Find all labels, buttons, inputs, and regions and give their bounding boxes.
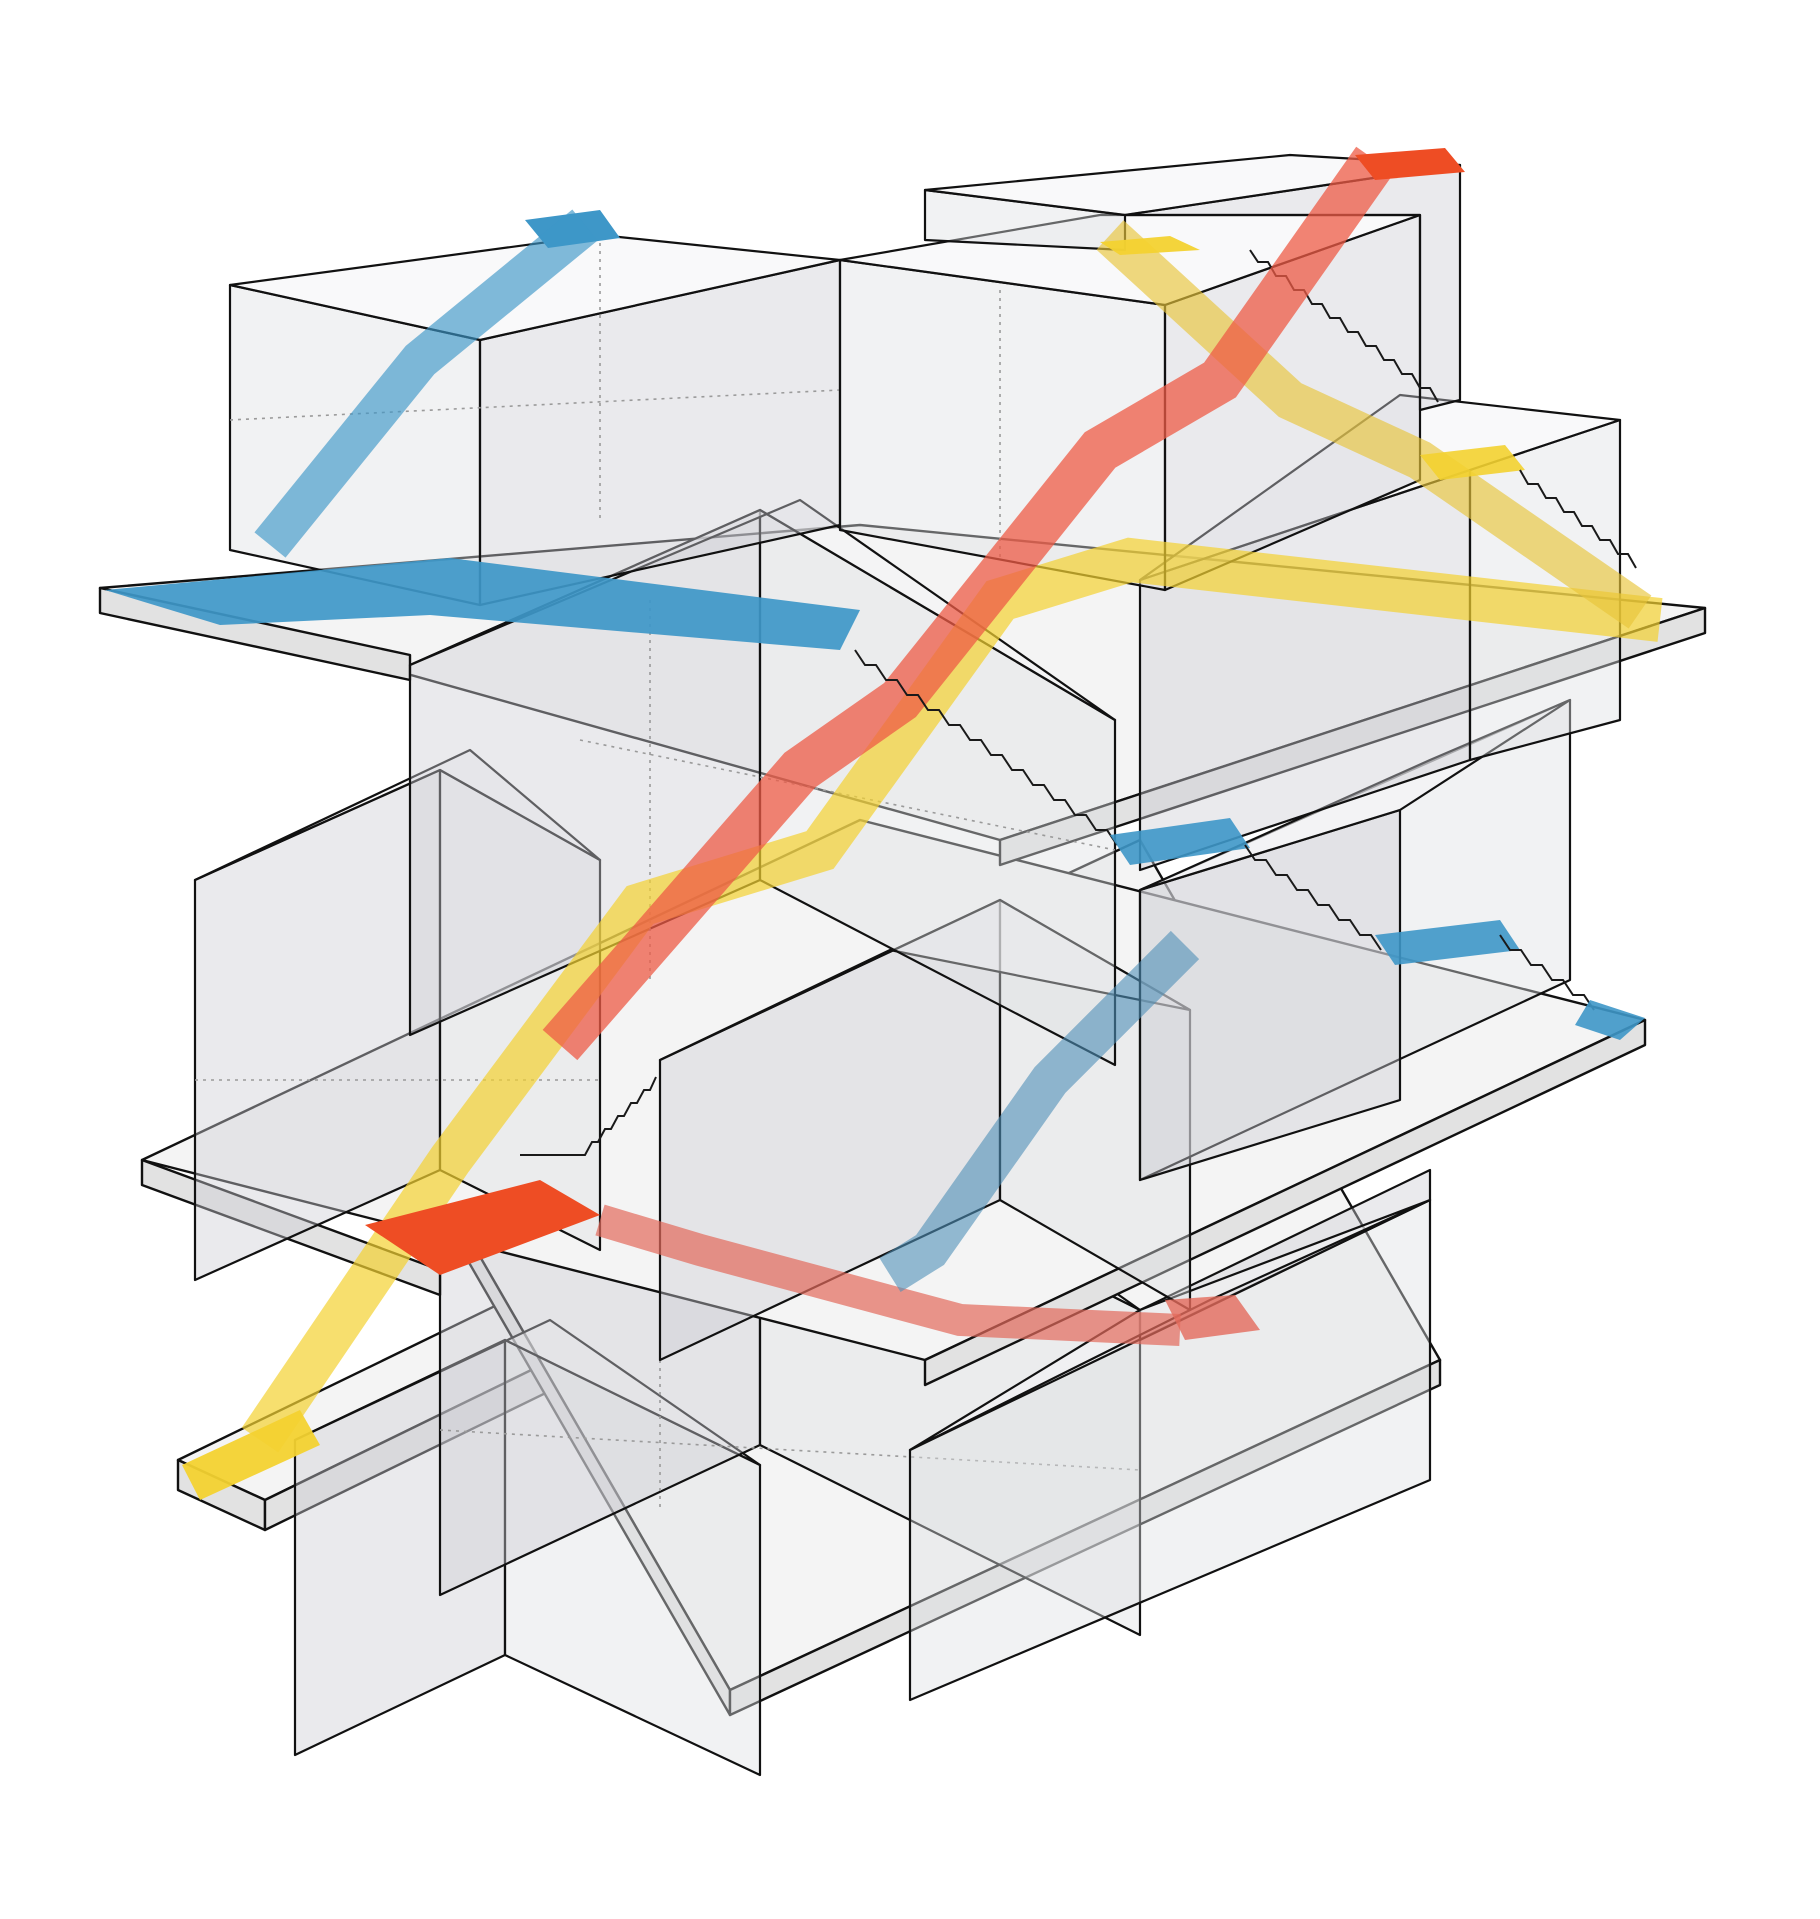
- blue-ramp-lower: [879, 930, 1200, 1292]
- blue-stair-level3: [854, 649, 1118, 846]
- red-lower-run: [595, 1204, 1181, 1346]
- blue-landing-level2b: [1375, 920, 1520, 965]
- yellow-landing-mid: [1420, 445, 1525, 480]
- red-ramp-main: [542, 146, 1394, 1061]
- blue-ramp-top: [254, 209, 598, 558]
- red-landing-top: [1355, 148, 1465, 180]
- route-red: [365, 146, 1465, 1346]
- blue-stair-level2: [1244, 844, 1382, 951]
- yellow-landing-top: [1100, 236, 1200, 255]
- red-landing-lower: [365, 1180, 600, 1275]
- route-blue: [105, 209, 1645, 1292]
- yellow-ramp-main: [241, 537, 1663, 1453]
- red-stair-lower: [520, 1076, 657, 1156]
- blue-landing-level3: [105, 558, 860, 650]
- volume-bottom-left: [293, 1318, 762, 1777]
- yellow-upper-run: [1096, 220, 1652, 629]
- blue-landing-level2c: [1575, 1000, 1645, 1040]
- red-landing-bottom-right: [1165, 1295, 1260, 1340]
- blue-stair-level2-right: [1499, 934, 1595, 1011]
- volume-level2-right: [1138, 698, 1572, 1182]
- yellow-stair-lower: [1519, 469, 1637, 569]
- route-yellow: [182, 220, 1663, 1500]
- blue-landing-level2a: [1110, 818, 1250, 865]
- volume-top-back: [923, 153, 1462, 412]
